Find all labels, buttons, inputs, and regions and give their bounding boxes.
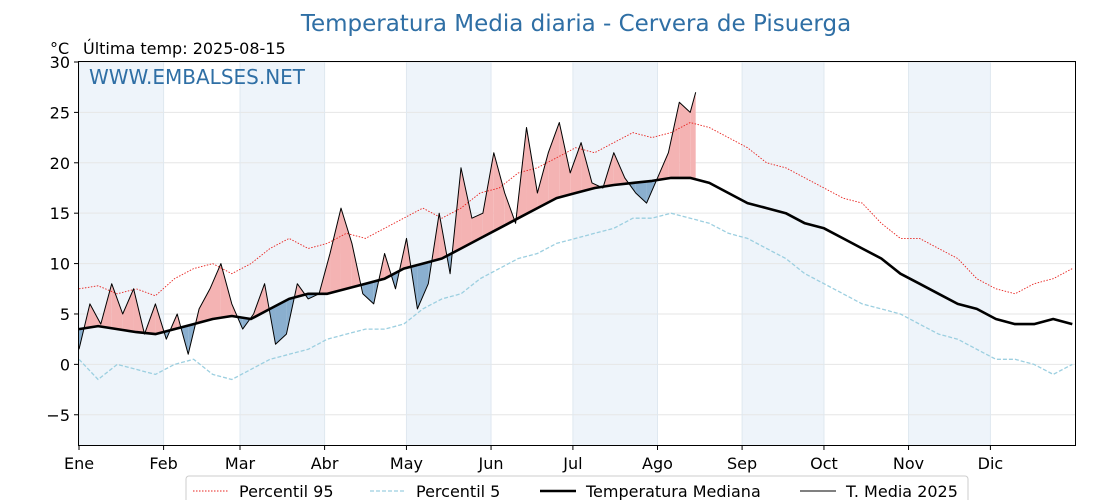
legend-label: Temperatura Mediana [585, 482, 761, 500]
legend-label: T. Media 2025 [845, 482, 958, 500]
y-tick-label: 30 [50, 53, 70, 72]
x-tick-label: Mar [225, 454, 256, 473]
watermark: WWW.EMBALSES.NET [89, 65, 306, 89]
y-tick-label: 10 [50, 255, 70, 274]
month-band-sep [742, 62, 824, 445]
above-median-fill [330, 208, 341, 294]
x-tick-label: Sep [727, 454, 757, 473]
x-tick-label: Ago [642, 454, 673, 473]
below-median-fill [417, 262, 429, 309]
x-axis: Ene Feb Mar Abr May Jun Jul Ago Sep Oct Nov Dic [64, 445, 1003, 473]
above-median-fill [548, 122, 560, 203]
x-tick-label: Oct [810, 454, 838, 473]
x-tick-label: May [390, 454, 423, 473]
above-median-fill [613, 152, 625, 185]
above-median-fill [471, 213, 483, 243]
month-band-mar [239, 62, 325, 445]
median-line [78, 176, 1073, 336]
legend: Percentil 95 Percentil 5 Temperatura Media… [185, 475, 969, 500]
p95-line [78, 122, 1073, 297]
above-median-fill [340, 208, 352, 291]
above-median-fill [461, 167, 472, 249]
y-tick-label: 20 [50, 154, 70, 173]
x-tick-label: Ene [64, 454, 94, 473]
series-lines [78, 92, 1073, 381]
month-band-jul [572, 62, 658, 445]
y-tick-label: 25 [50, 103, 70, 122]
legend-box [185, 475, 969, 500]
above-median-fill [122, 288, 134, 332]
above-median-fill [679, 102, 691, 178]
y-tick-label: 0 [60, 355, 70, 374]
month-band-ene [79, 62, 164, 445]
y-tick-label: −5 [46, 406, 70, 425]
above-median-fill [690, 92, 696, 180]
above-median-fill [559, 122, 571, 198]
below-median-fill [275, 300, 287, 345]
above-median-fill [111, 283, 123, 330]
x-tick-label: Feb [149, 454, 177, 473]
above-median-fill [209, 263, 221, 320]
x-tick-label: Jul [562, 454, 582, 473]
above-median-fill [570, 142, 582, 195]
x-tick-label: Nov [893, 454, 924, 473]
x-tick-label: Jun [478, 454, 504, 473]
above-median-fill [220, 263, 232, 318]
above-median-fill [482, 152, 494, 237]
above-median-fill [526, 127, 538, 214]
plot-frame [78, 61, 1076, 446]
month-bands [79, 62, 991, 445]
y-tick-label: 15 [50, 204, 70, 223]
legend-label: Percentil 95 [239, 482, 334, 500]
above-median-fill [493, 152, 505, 232]
above-median-fill [199, 288, 210, 323]
legend-label: Percentil 5 [416, 482, 500, 500]
chart-title: Temperatura Media diaria - Cervera de Pi… [300, 11, 851, 37]
x-tick-label: Dic [978, 454, 1004, 473]
y-axis: −5 0 5 10 15 20 25 30 [46, 53, 79, 425]
year-2025-line [78, 92, 697, 355]
above-median-fill [581, 142, 593, 192]
y-tick-label: 5 [60, 305, 70, 324]
last-temp-label: Última temp: 2025-08-15 [83, 39, 286, 58]
above-median-fill [668, 102, 680, 179]
below-median-fill [362, 281, 374, 304]
month-band-nov [908, 62, 991, 445]
above-median-fill [537, 152, 549, 209]
unit-label: °C [50, 39, 69, 58]
x-tick-label: Abr [311, 454, 339, 473]
below-median-fill [635, 181, 647, 204]
p5-line [78, 212, 1073, 381]
